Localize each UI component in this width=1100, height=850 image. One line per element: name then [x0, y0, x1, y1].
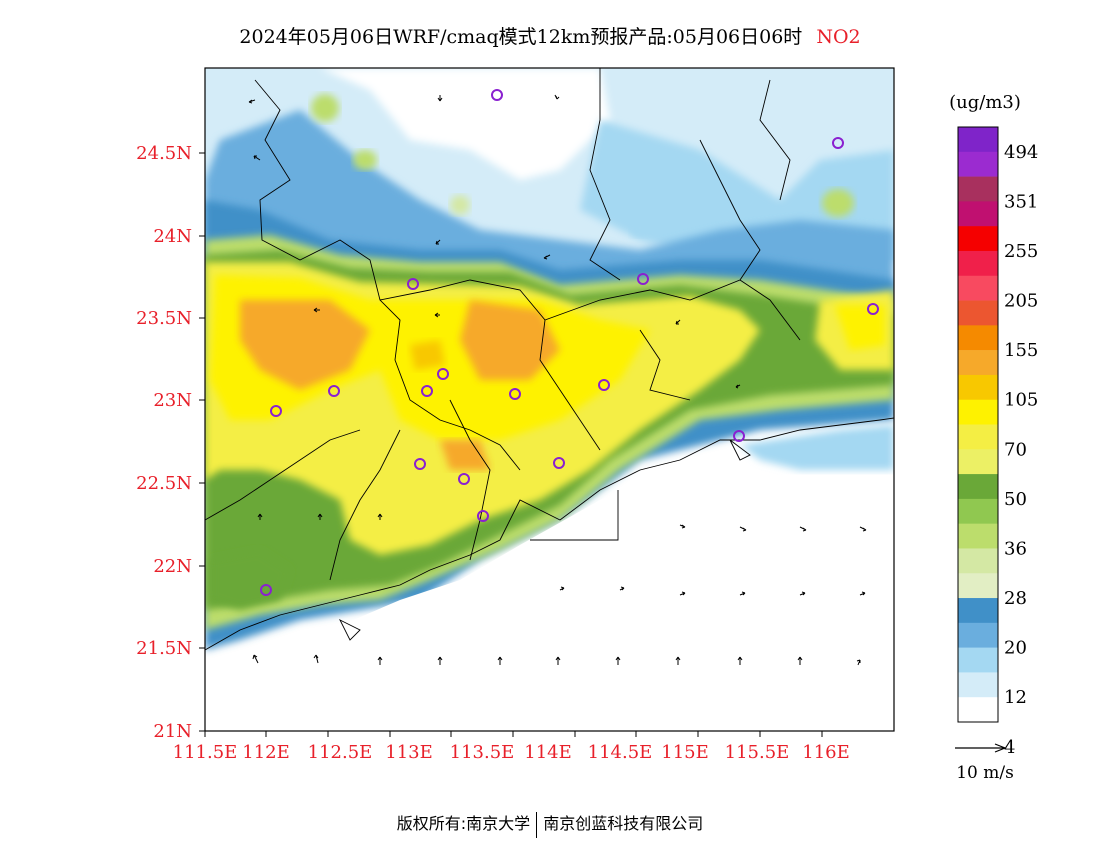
- lon-tick-label: 112.5E: [308, 742, 373, 763]
- legend-label: 155: [1004, 340, 1038, 361]
- legend-label: 28: [1004, 588, 1027, 609]
- legend-label: 105: [1004, 390, 1038, 411]
- legend-label: 205: [1004, 291, 1038, 312]
- legend-swatch: [958, 226, 998, 252]
- species-label: NO2: [816, 26, 861, 48]
- lat-axis: 24.5N 24N 23.5N 23N 22.5N 22N 21.5N 21N: [136, 143, 192, 742]
- lon-tick-label: 114.5E: [588, 742, 653, 763]
- legend-label: 255: [1004, 241, 1038, 262]
- lat-tick-label: 22.5N: [136, 473, 192, 494]
- legend-label: 36: [1004, 538, 1027, 559]
- lon-tick-label: 113.5E: [450, 742, 515, 763]
- legend-swatch: [958, 176, 998, 202]
- legend-swatch: [958, 325, 998, 351]
- legend-swatch: [958, 622, 998, 648]
- lon-tick-label: 116E: [802, 742, 850, 763]
- lat-tick-label: 21.5N: [136, 638, 192, 659]
- title-text: 2024年05月06日WRF/cmaq模式12km预报产品:05月06日06时: [239, 26, 803, 48]
- legend-swatch: [958, 598, 998, 624]
- legend-label: 20: [1004, 638, 1027, 659]
- legend-swatch: [958, 275, 998, 301]
- legend-swatch: [958, 201, 998, 227]
- lon-tick-label: 115E: [661, 742, 709, 763]
- legend-label: 494: [1004, 142, 1038, 163]
- legend-swatch: [958, 498, 998, 524]
- legend-label: 4: [1004, 737, 1015, 758]
- color-legend: [957, 126, 999, 723]
- copyright-footer: 版权所有:南京大学 南京创蓝科技有限公司: [0, 810, 1100, 838]
- legend-swatch: [958, 548, 998, 574]
- boundary-lines: [205, 68, 894, 651]
- lon-tick-label: 113E: [385, 742, 433, 763]
- legend-swatch: [958, 300, 998, 326]
- footer-right: 南京创蓝科技有限公司: [543, 814, 704, 833]
- lon-tick-label: 111.5E: [173, 742, 238, 763]
- arrow-head-icon: [994, 743, 1007, 753]
- legend-swatch: [958, 151, 998, 177]
- lat-tick-label: 23.5N: [136, 308, 192, 329]
- legend-swatch: [958, 523, 998, 549]
- legend-swatch: [958, 449, 998, 475]
- legend-label: 50: [1004, 489, 1027, 510]
- legend-unit: (ug/m3): [949, 92, 1021, 113]
- concentration-field: [205, 68, 894, 731]
- city-markers: [260, 89, 879, 596]
- legend-swatch: [958, 350, 998, 376]
- lat-tick-label: 21N: [153, 721, 192, 742]
- legend-frame: [957, 126, 999, 723]
- lon-tick-label: 115.5E: [725, 742, 790, 763]
- legend-swatch: [958, 399, 998, 425]
- wind-vectors: [248, 94, 867, 666]
- legend-label: 70: [1004, 439, 1027, 460]
- legend-labels: 494 351 255 205 155 105 70 50 36 28 20 12 4: [1004, 142, 1038, 758]
- legend-swatch: [958, 250, 998, 277]
- lon-axis: 111.5E 112E 112.5E 113E 113.5E 114E 114.…: [173, 742, 850, 763]
- chart-title: 2024年05月06日WRF/cmaq模式12km预报产品:05月06日06时 N…: [0, 22, 1100, 49]
- legend-label: 12: [1004, 687, 1027, 708]
- axis-ticks: [199, 152, 823, 737]
- wind-reference-label: 10 m/s: [956, 763, 1014, 783]
- lon-tick-label: 114E: [524, 742, 572, 763]
- lat-tick-label: 23N: [153, 390, 192, 411]
- legend-swatch: [958, 697, 998, 723]
- lon-tick-label: 112E: [242, 742, 290, 763]
- footer-left: 版权所有:南京大学: [396, 814, 531, 833]
- legend-swatch: [958, 573, 998, 599]
- wind-reference: 10 m/s: [955, 743, 1014, 783]
- legend-label: 351: [1004, 191, 1038, 212]
- lat-tick-label: 24.5N: [136, 143, 192, 164]
- legend-swatch: [958, 424, 998, 450]
- legend-swatch: [958, 672, 998, 698]
- lat-tick-label: 24N: [153, 226, 192, 247]
- legend-swatch: [958, 374, 998, 401]
- legend-swatch: [958, 647, 998, 673]
- legend-swatch: [958, 474, 998, 500]
- legend-swatch: [958, 127, 998, 153]
- lat-tick-label: 22N: [153, 556, 192, 577]
- footer-separator: [536, 811, 538, 838]
